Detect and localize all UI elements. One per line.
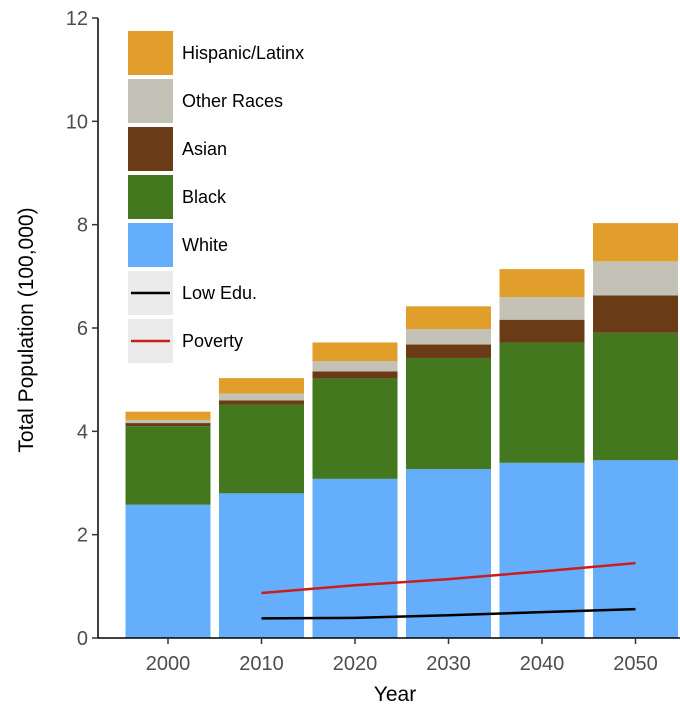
x-tick-label-2000: 2000 [146,653,191,675]
x-axis-title: Year [374,683,416,706]
bar-asian-2050 [593,295,678,333]
legend-label-white: White [182,235,228,255]
y-tick-label-10: 10 [66,111,88,133]
y-axis-title: Total Population (100,000) [15,207,38,452]
axes-layer: 0 2 4 6 8 10 12 2000 2010 2020 2030 2040 2050 [66,8,680,675]
bar-black-2050 [593,332,678,461]
y-tick-label-6: 6 [77,318,88,340]
bar-hispanic-latinx-2000 [125,411,211,420]
legend-key-black [128,175,173,219]
y-tick-label-12: 12 [66,8,88,30]
legend-label-low-edu-: Low Edu. [182,283,257,303]
y-tick-label-0: 0 [77,628,88,650]
bar-black-2000 [125,426,211,505]
bar-white-2050 [593,460,678,638]
bar-other-races-2030 [406,329,491,345]
bars-layer [125,223,678,638]
bar-hispanic-latinx-2020 [312,342,398,362]
bar-other-races-2040 [499,297,585,320]
line-poverty [261,561,636,595]
bar-asian-2000 [125,423,211,427]
bar-other-races-2020 [312,361,398,372]
bar-asian-2010 [219,400,304,405]
lines-layer [261,561,636,620]
bar-black-2030 [406,357,491,470]
bar-other-races-2010 [219,393,304,401]
legend: Hispanic/Latinx Other Races Asian Black Whit… [128,31,304,363]
bar-hispanic-latinx-2040 [499,269,585,297]
x-tick-label-2040: 2040 [520,653,565,675]
bar-asian-2020 [312,371,398,379]
x-tick-label-2050: 2050 [613,653,658,675]
bar-white-2040 [499,462,585,638]
bar-white-2030 [406,469,491,638]
bar-black-2020 [312,378,398,479]
legend-key-asian [128,127,173,171]
bar-other-races-2000 [125,419,211,424]
bar-black-2010 [219,404,304,494]
bar-white-2000 [125,504,211,638]
y-tick-label-2: 2 [77,525,88,547]
x-tick-label-2010: 2010 [239,653,284,675]
legend-label-asian: Asian [182,139,227,159]
y-tick-label-4: 4 [77,421,88,443]
legend-label-other-races: Other Races [182,91,283,111]
y-tick-label-8: 8 [77,215,88,237]
bar-white-2020 [312,478,398,638]
line-low-edu- [261,607,636,620]
legend-key-white [128,223,173,267]
legend-label-black: Black [182,187,227,207]
bar-white-2010 [219,493,304,638]
x-tick-label-2030: 2030 [426,653,471,675]
bar-hispanic-latinx-2010 [219,378,304,394]
bar-other-races-2050 [593,261,678,296]
legend-label-hispanic-latinx: Hispanic/Latinx [182,43,304,63]
legend-key-hispanic-latinx [128,31,173,75]
bar-black-2040 [499,342,585,463]
bar-asian-2030 [406,344,491,358]
x-tick-label-2020: 2020 [333,653,378,675]
bar-asian-2040 [499,319,585,343]
legend-label-poverty: Poverty [182,331,243,351]
legend-key-other-races [128,79,173,123]
bar-hispanic-latinx-2030 [406,306,491,330]
bar-hispanic-latinx-2050 [593,223,678,262]
